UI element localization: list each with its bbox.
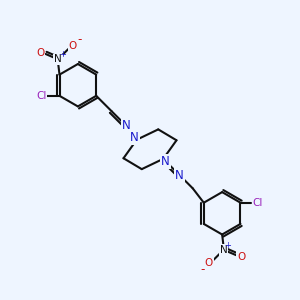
Text: O: O: [205, 258, 213, 268]
Text: N: N: [130, 131, 139, 144]
Text: O: O: [36, 47, 44, 58]
Text: +: +: [59, 50, 66, 59]
Text: N: N: [220, 245, 227, 255]
Text: N: N: [54, 54, 62, 64]
Text: O: O: [237, 252, 245, 262]
Text: Cl: Cl: [252, 198, 263, 208]
Text: -: -: [200, 263, 204, 276]
Text: -: -: [77, 33, 82, 46]
Text: N: N: [161, 155, 170, 168]
Text: Cl: Cl: [36, 91, 46, 101]
Text: N: N: [122, 119, 130, 132]
Text: O: O: [69, 41, 77, 51]
Text: N: N: [175, 169, 184, 182]
Text: +: +: [224, 241, 231, 250]
